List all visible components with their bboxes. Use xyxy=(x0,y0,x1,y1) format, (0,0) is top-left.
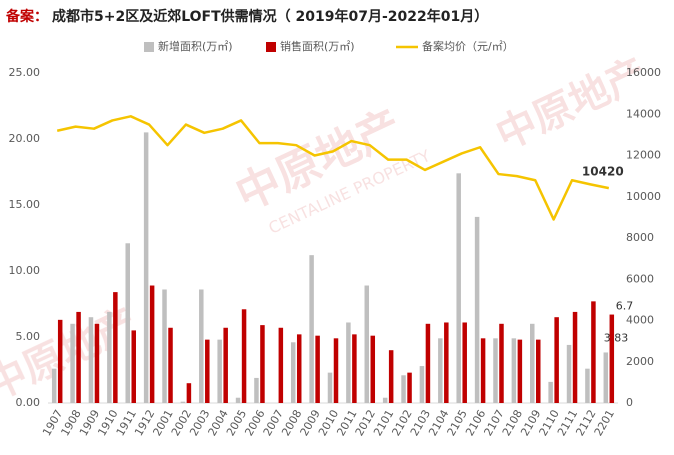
bar xyxy=(143,132,149,403)
bar xyxy=(382,397,388,403)
bar xyxy=(530,323,535,403)
bar xyxy=(162,289,167,403)
bar xyxy=(113,292,118,403)
bar xyxy=(517,339,523,403)
bar xyxy=(456,173,461,403)
bar xyxy=(352,334,357,403)
y-tick-label: 5.00 xyxy=(16,330,41,343)
chart-title: 成都市5+2区及近郊LOFT供需情况（ 2019年07月-2022年01月） xyxy=(52,8,488,25)
y-tick-label: 15.00 xyxy=(9,198,41,211)
bar xyxy=(425,323,431,403)
bar xyxy=(474,216,480,403)
bar xyxy=(315,335,320,403)
bar xyxy=(499,323,504,403)
bar xyxy=(57,319,63,403)
bar xyxy=(168,327,173,403)
bar xyxy=(419,366,425,403)
bar xyxy=(260,325,265,403)
legend-label: 新增面积(万㎡) xyxy=(158,39,233,53)
bar xyxy=(388,350,394,403)
bar xyxy=(493,338,498,403)
data-label: 3.83 xyxy=(604,331,629,344)
data-label: 10420 xyxy=(582,165,624,179)
bar xyxy=(296,334,302,403)
bar xyxy=(217,339,222,403)
bar xyxy=(76,311,81,403)
bar xyxy=(199,289,204,403)
bar xyxy=(290,342,296,403)
y-tick-label: 25.00 xyxy=(9,66,41,79)
bar xyxy=(370,335,376,403)
bar xyxy=(205,339,210,403)
y2-tick-label: 12000 xyxy=(626,149,661,162)
y-tick-label: 20.00 xyxy=(9,132,41,145)
title-prefix: 备案： xyxy=(5,8,48,25)
bar xyxy=(554,317,559,403)
bar xyxy=(591,301,596,403)
bar xyxy=(511,338,517,403)
bar xyxy=(149,285,155,403)
legend-swatch xyxy=(144,42,154,52)
legend-swatch xyxy=(266,42,276,52)
bar xyxy=(70,323,75,403)
y2-tick-label: 14000 xyxy=(626,107,661,120)
data-label: 6.7 xyxy=(616,300,634,313)
bar xyxy=(536,339,541,403)
bar xyxy=(51,368,57,403)
bar xyxy=(407,372,412,403)
bar xyxy=(88,317,94,403)
bar xyxy=(548,381,553,403)
bar xyxy=(572,311,578,403)
bar xyxy=(241,309,247,403)
y-tick-label: 0.00 xyxy=(16,396,41,409)
y2-tick-label: 2000 xyxy=(626,355,654,368)
x-tick-label: 2201 xyxy=(592,408,617,439)
bar xyxy=(278,327,284,403)
bar xyxy=(180,401,186,403)
bar xyxy=(609,314,615,403)
bar xyxy=(462,322,467,403)
y-tick-label: 10.00 xyxy=(9,264,41,277)
bar xyxy=(235,397,241,403)
bar xyxy=(327,372,333,403)
legend-label: 销售面积(万㎡) xyxy=(280,39,355,53)
bar xyxy=(401,375,406,403)
bar xyxy=(254,377,259,403)
bar xyxy=(186,383,192,403)
bar xyxy=(309,255,314,403)
y2-tick-label: 4000 xyxy=(626,314,654,327)
bar xyxy=(566,344,572,403)
y2-tick-label: 8000 xyxy=(626,231,654,244)
bar xyxy=(480,338,486,403)
bar xyxy=(333,338,339,403)
y2-tick-label: 10000 xyxy=(626,190,661,203)
bar xyxy=(603,352,609,403)
bar xyxy=(364,285,370,403)
bar xyxy=(125,243,130,403)
bar xyxy=(223,327,228,403)
legend-label: 备案均价（元/㎡） xyxy=(422,39,514,53)
bar xyxy=(346,322,351,403)
line xyxy=(56,115,610,221)
bar xyxy=(107,311,112,403)
y2-tick-label: 6000 xyxy=(626,272,654,285)
y2-tick-label: 16000 xyxy=(626,66,661,79)
bar xyxy=(94,323,100,403)
bar xyxy=(444,322,449,403)
bar xyxy=(438,338,443,403)
y2-tick-label: 0 xyxy=(626,396,633,409)
bar xyxy=(585,368,590,403)
bar xyxy=(131,330,136,403)
